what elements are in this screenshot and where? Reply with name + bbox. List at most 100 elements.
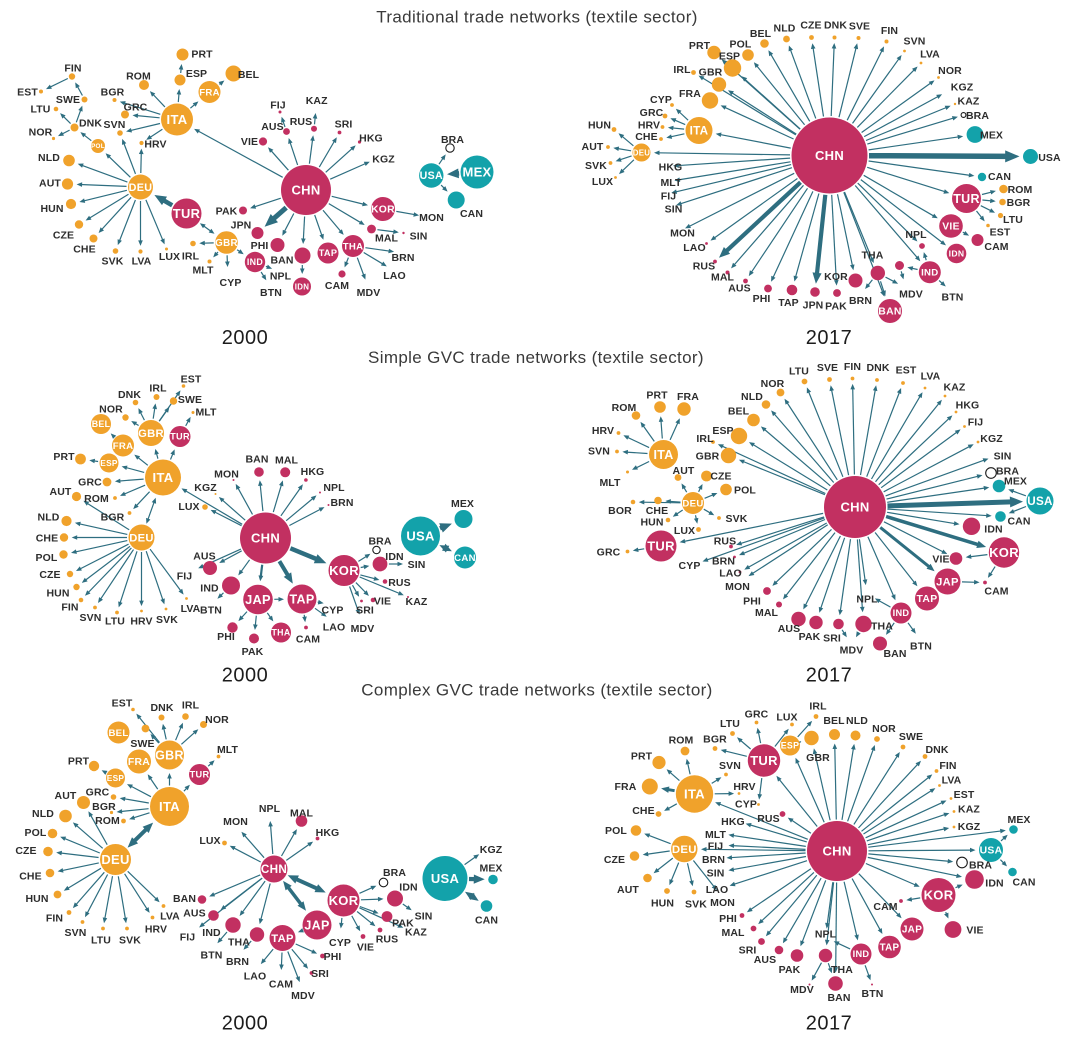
svg-text:PRT: PRT	[191, 48, 213, 60]
svg-text:BEL: BEL	[728, 405, 750, 417]
svg-text:IDN: IDN	[985, 877, 1003, 889]
svg-text:BAN: BAN	[827, 992, 850, 1004]
svg-text:JAP: JAP	[245, 592, 271, 607]
svg-text:Traditional trade networks (te: Traditional trade networks (textile sect…	[376, 8, 697, 27]
svg-text:SVK: SVK	[119, 934, 141, 946]
svg-text:ROM: ROM	[84, 493, 109, 505]
svg-text:ESP: ESP	[781, 741, 800, 751]
svg-text:KGZ: KGZ	[958, 821, 981, 833]
svg-text:BOR: BOR	[608, 505, 632, 517]
svg-text:MLT: MLT	[192, 264, 214, 276]
svg-text:SVK: SVK	[685, 898, 707, 910]
svg-text:RUS: RUS	[376, 933, 398, 945]
svg-text:ESP: ESP	[107, 773, 125, 783]
svg-text:FIJ: FIJ	[968, 416, 984, 428]
svg-text:FIN: FIN	[46, 912, 63, 924]
svg-text:IND: IND	[893, 608, 910, 618]
svg-text:NLD: NLD	[38, 152, 60, 164]
svg-text:IND: IND	[202, 927, 221, 939]
svg-text:BRA: BRA	[383, 867, 406, 879]
svg-text:KAZ: KAZ	[944, 381, 966, 393]
svg-text:LTU: LTU	[1003, 214, 1023, 226]
svg-text:MLT: MLT	[660, 177, 682, 189]
svg-text:BEL: BEL	[238, 69, 260, 81]
svg-text:CHE: CHE	[632, 805, 654, 817]
svg-text:ESP: ESP	[100, 458, 118, 468]
svg-text:FRA: FRA	[199, 87, 220, 98]
svg-text:AUT: AUT	[55, 790, 77, 802]
svg-text:CAM: CAM	[984, 585, 1008, 597]
svg-text:DEU: DEU	[129, 532, 154, 544]
svg-text:SVN: SVN	[588, 445, 610, 457]
svg-text:IRL: IRL	[696, 433, 714, 445]
svg-text:SIN: SIN	[994, 450, 1012, 462]
svg-text:PRT: PRT	[53, 451, 75, 463]
svg-text:NOR: NOR	[205, 714, 229, 726]
svg-text:CAM: CAM	[984, 241, 1008, 253]
svg-text:2017: 2017	[806, 327, 853, 349]
svg-text:BAN: BAN	[883, 648, 906, 660]
svg-text:CZE: CZE	[15, 845, 36, 857]
svg-text:MON: MON	[725, 581, 750, 593]
svg-text:SWE: SWE	[130, 738, 154, 750]
svg-text:NPL: NPL	[815, 928, 837, 940]
svg-text:MAL: MAL	[721, 927, 745, 939]
svg-text:CAN: CAN	[988, 171, 1011, 183]
svg-text:MEX: MEX	[1007, 814, 1030, 826]
svg-text:SVN: SVN	[904, 35, 926, 47]
svg-text:IDN: IDN	[984, 523, 1002, 535]
svg-text:DNK: DNK	[925, 744, 948, 756]
svg-text:FRA: FRA	[677, 391, 699, 403]
svg-text:NOR: NOR	[872, 723, 896, 735]
svg-text:AUS: AUS	[778, 623, 800, 635]
svg-text:FIN: FIN	[939, 760, 956, 772]
svg-text:NPL: NPL	[905, 229, 927, 241]
svg-text:RUS: RUS	[290, 116, 312, 128]
svg-text:Complex GVC trade networks (te: Complex GVC trade networks (textile sect…	[361, 681, 712, 700]
svg-text:FIJ: FIJ	[180, 931, 196, 943]
svg-text:SIN: SIN	[408, 559, 426, 571]
svg-text:PHI: PHI	[251, 240, 269, 252]
svg-text:KOR: KOR	[824, 271, 848, 283]
svg-text:HUN: HUN	[46, 587, 69, 599]
svg-text:CAM: CAM	[873, 901, 897, 913]
svg-text:FRA: FRA	[679, 88, 701, 100]
svg-text:IDN: IDN	[385, 551, 403, 563]
svg-text:FRA: FRA	[615, 781, 637, 793]
svg-text:BAN: BAN	[270, 254, 293, 266]
svg-text:NPL: NPL	[259, 803, 281, 815]
svg-text:SWE: SWE	[178, 394, 202, 406]
svg-text:LUX: LUX	[674, 525, 695, 537]
svg-text:CHN: CHN	[291, 183, 320, 198]
svg-text:BEL: BEL	[92, 419, 111, 429]
svg-text:THA: THA	[228, 936, 250, 948]
svg-text:DNK: DNK	[79, 117, 102, 129]
svg-text:ROM: ROM	[669, 734, 694, 746]
svg-text:CAN: CAN	[1012, 876, 1035, 888]
svg-text:JAP: JAP	[936, 576, 959, 588]
svg-text:HRV: HRV	[145, 923, 167, 935]
svg-text:ROM: ROM	[612, 402, 637, 414]
svg-text:TUR: TUR	[750, 753, 778, 768]
svg-text:ROM: ROM	[126, 70, 151, 82]
svg-text:IRL: IRL	[149, 382, 167, 394]
svg-text:NOR: NOR	[938, 65, 962, 77]
svg-text:HKG: HKG	[956, 399, 980, 411]
svg-text:MLT: MLT	[195, 406, 217, 418]
svg-text:CAM: CAM	[325, 280, 349, 292]
svg-text:CHE: CHE	[36, 532, 58, 544]
svg-text:CYP: CYP	[322, 604, 344, 616]
svg-text:FIJ: FIJ	[708, 840, 724, 852]
svg-text:JPN: JPN	[803, 299, 824, 311]
svg-text:HUN: HUN	[25, 893, 48, 905]
svg-text:PAK: PAK	[216, 205, 238, 217]
svg-text:DEU: DEU	[682, 498, 703, 509]
svg-text:MDV: MDV	[899, 288, 923, 300]
svg-text:VIE: VIE	[357, 941, 374, 953]
svg-text:LTU: LTU	[91, 934, 111, 946]
svg-text:KGZ: KGZ	[480, 844, 503, 856]
svg-text:FRA: FRA	[113, 441, 134, 452]
svg-text:LTU: LTU	[720, 718, 740, 730]
svg-text:CAM: CAM	[269, 978, 293, 990]
svg-text:AUT: AUT	[673, 465, 695, 477]
